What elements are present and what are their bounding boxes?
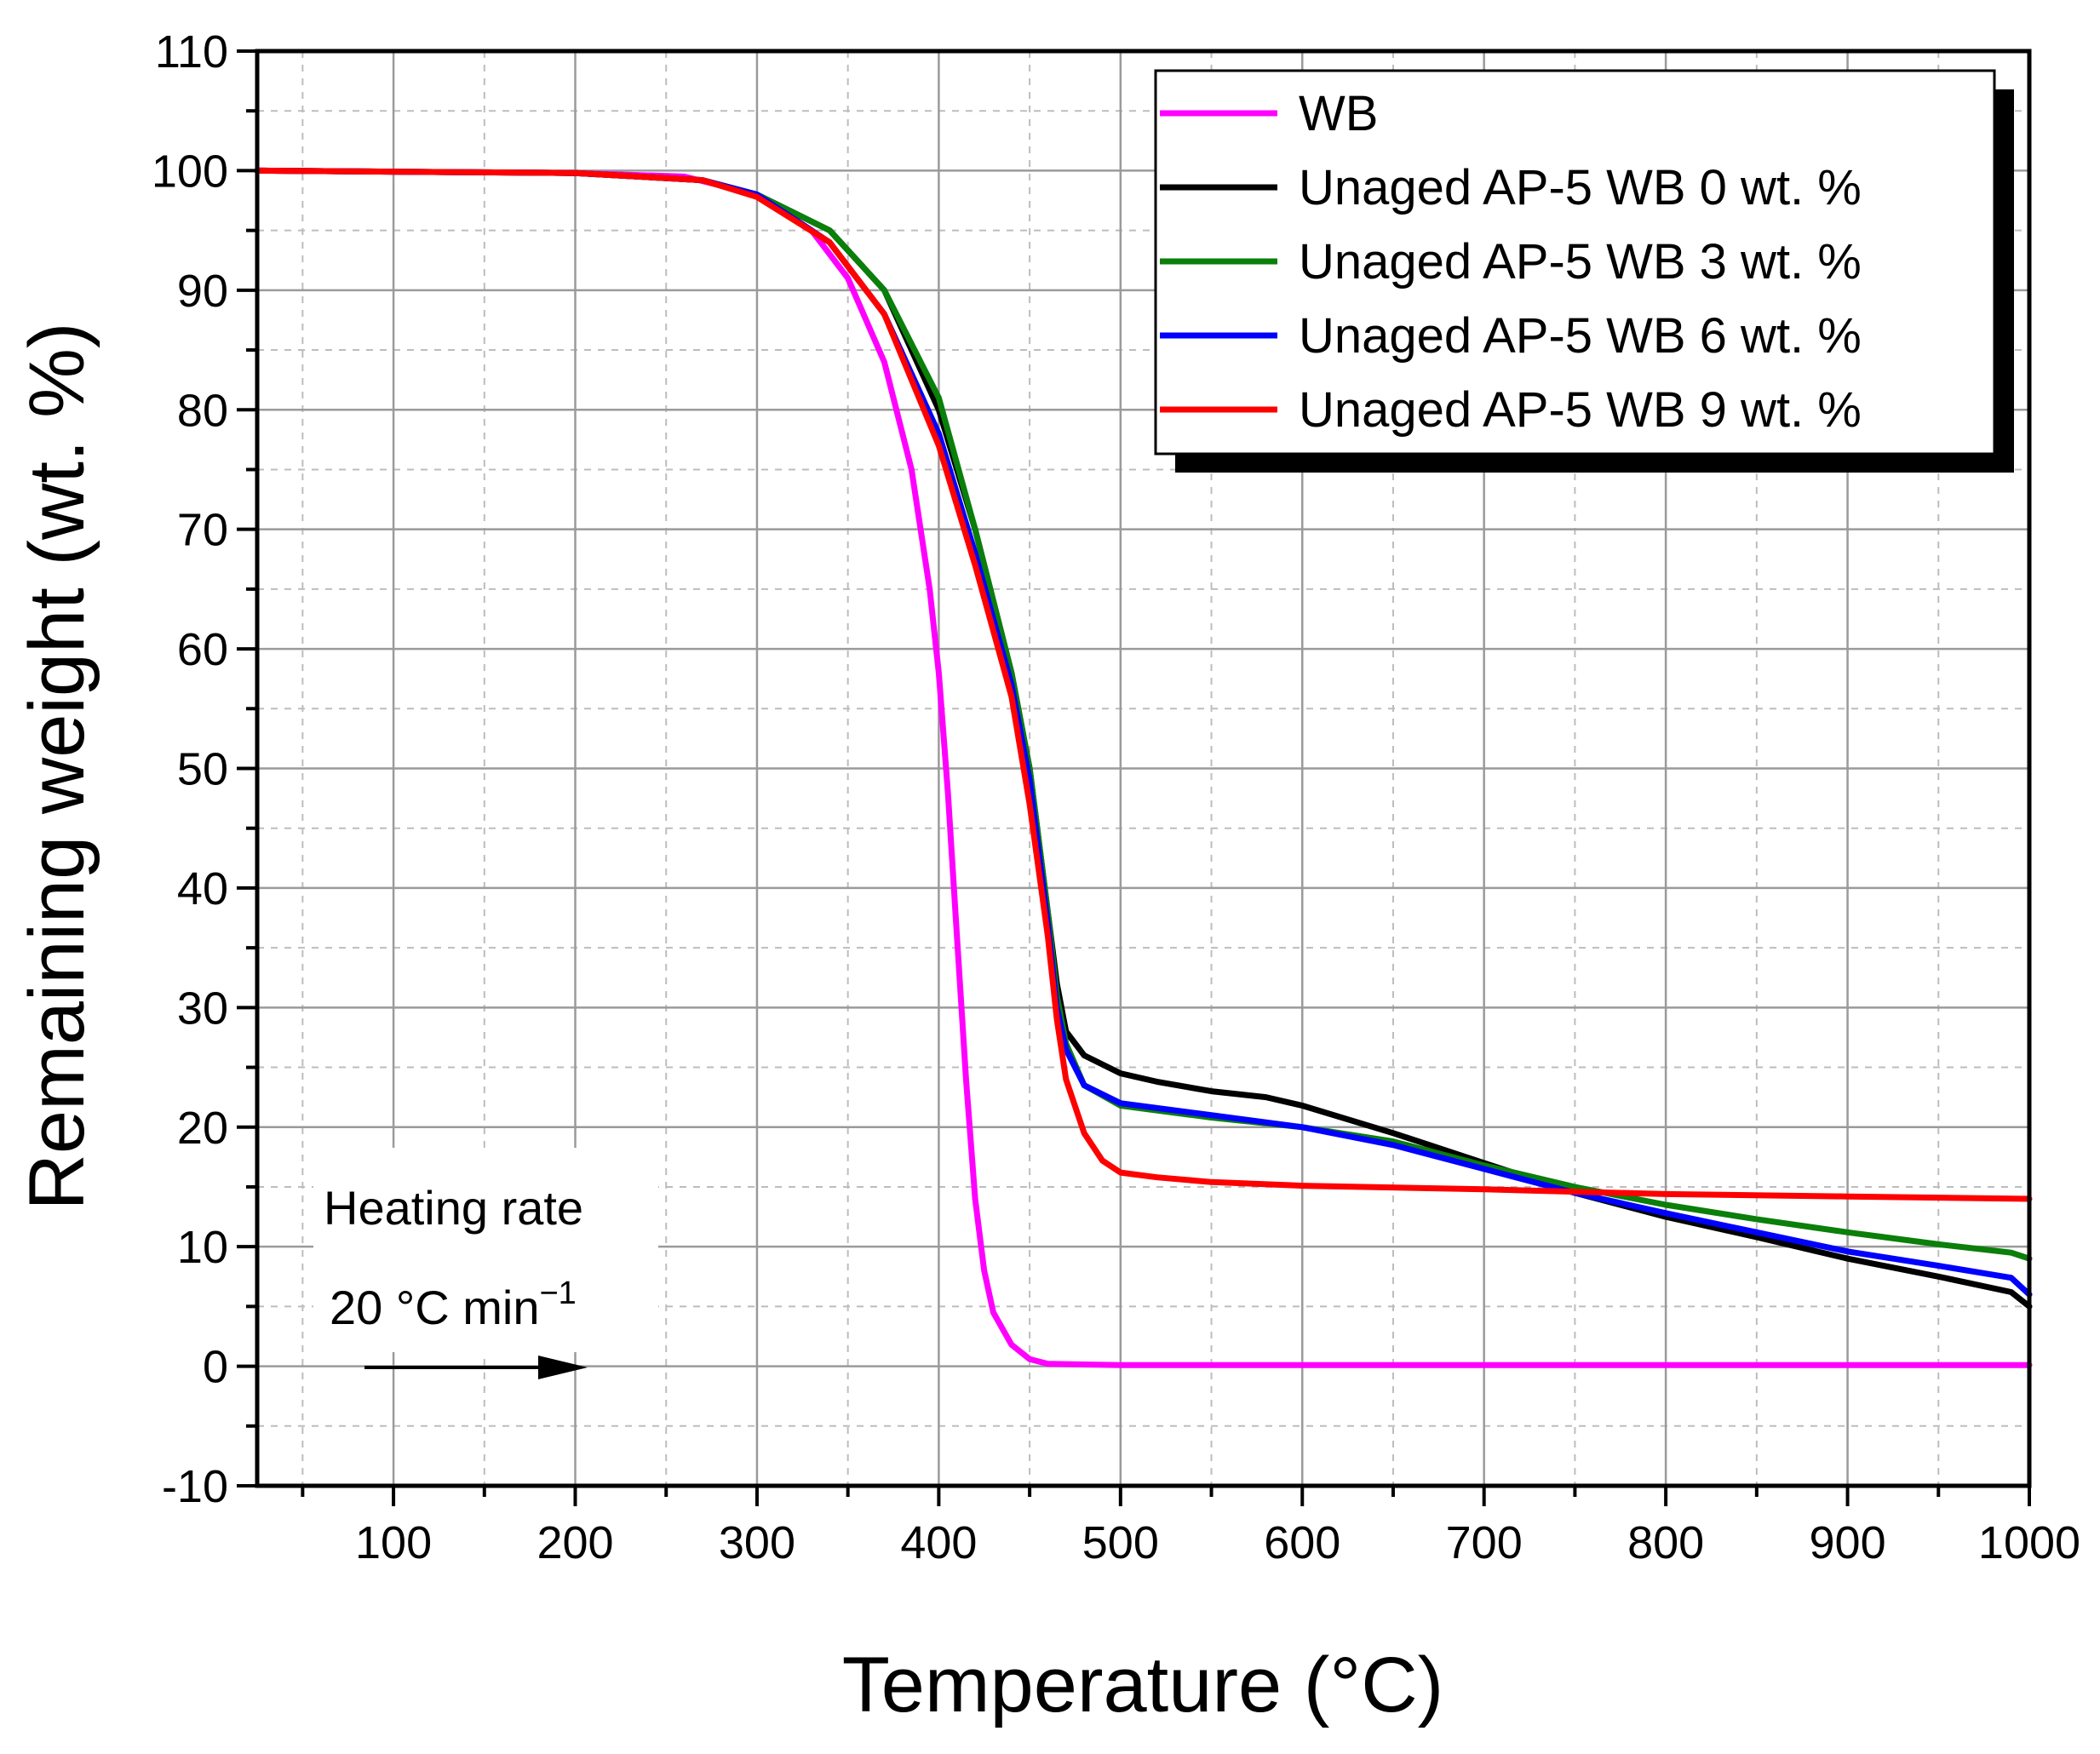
series-line-4 [254,167,2033,1202]
x-tick-label: 600 [1264,1517,1340,1568]
legend-label-4: Unaged AP-5 WB 9 wt. % [1299,382,1862,438]
annotation-rate: 20 °C min [330,1281,539,1334]
y-tick-label: 60 [177,624,228,675]
x-tick-label: 900 [1810,1517,1886,1568]
legend-box [1154,69,1996,456]
legend-items: WB Unaged AP-5 WB 0 wt. % Unaged AP-5 WB 3… [1160,86,1862,438]
y-tick-label: 0 [203,1342,228,1393]
legend-label-0: WB [1299,86,1378,141]
y-tick-label: 100 [152,146,228,197]
tick-labels: 100 200 300 400 500 600 700 800 900 1000 -10 0 10 20 3… [152,26,2080,1568]
x-tick-label: 500 [1082,1517,1159,1568]
legend-label-1: Unaged AP-5 WB 0 wt. % [1299,160,1862,215]
annotation-superscript: −1 [539,1275,576,1311]
axis-ticks [237,49,2031,1506]
x-axis-title: Temperature (°C) [842,1642,1444,1728]
x-tick-label: 400 [900,1517,977,1568]
y-tick-label: 80 [177,385,228,436]
annotation-line-2: 20 °C min−1 [330,1275,577,1334]
annotation-arrow-head [538,1356,588,1379]
annotation-line-1: Heating rate [324,1181,583,1235]
x-tick-label: 300 [719,1517,795,1568]
y-tick-label: 30 [177,983,228,1034]
y-tick-label: 90 [177,266,228,317]
series-lines [254,167,2033,1368]
x-tick-label: 1000 [1978,1517,2080,1568]
legend-label-3: Unaged AP-5 WB 6 wt. % [1299,308,1862,364]
y-tick-label: 110 [155,26,228,77]
x-tick-label: 800 [1627,1517,1704,1568]
x-tick-label: 100 [355,1517,432,1568]
heating-rate-annotation: Heating rate 20 °C min−1 [313,1148,658,1379]
y-tick-label: 20 [177,1103,228,1154]
y-tick-label: -10 [162,1461,228,1512]
y-tick-label: 50 [177,744,228,795]
y-tick-label: 10 [177,1222,228,1273]
y-tick-label: 40 [177,863,228,914]
y-axis-title: Remaining weight (wt. %) [14,322,100,1210]
legend: WB Unaged AP-5 WB 0 wt. % Unaged AP-5 WB 3… [1154,69,2014,473]
annotation-box [313,1148,658,1352]
x-tick-label: 700 [1446,1517,1523,1568]
y-tick-label: 70 [177,505,228,556]
legend-label-2: Unaged AP-5 WB 3 wt. % [1299,234,1862,289]
x-tick-label: 200 [536,1517,613,1568]
